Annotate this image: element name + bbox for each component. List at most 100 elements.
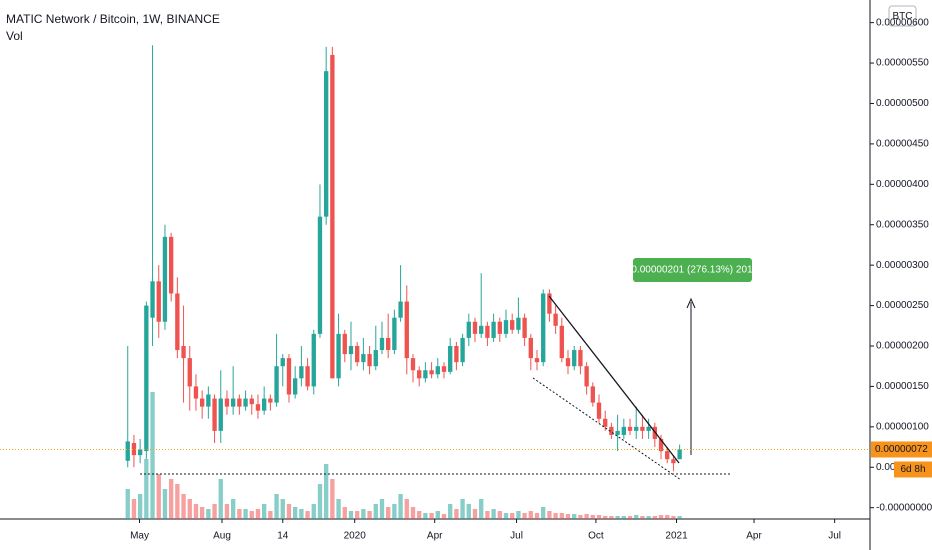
candle-body: [317, 216, 323, 334]
volume-bar: [255, 509, 261, 519]
candle-body: [590, 386, 595, 403]
countdown-box: [894, 461, 932, 478]
volume-bar: [603, 516, 608, 519]
volume-bar: [572, 514, 577, 519]
volume-bar: [528, 511, 533, 519]
volume-bar: [237, 509, 242, 519]
candle-body: [386, 337, 391, 351]
candle-layer: [125, 45, 682, 472]
volume-bar: [218, 479, 223, 519]
volume-bar: [317, 484, 323, 519]
candle-body: [379, 337, 385, 351]
volume-bar: [665, 515, 670, 519]
volume-bar: [472, 509, 478, 519]
candle-body: [646, 426, 651, 431]
candle-body: [367, 354, 372, 367]
volume-bar: [454, 509, 459, 519]
candle-body: [249, 398, 254, 405]
candle-body: [311, 333, 316, 387]
candle-body: [584, 366, 589, 387]
last-price-label: 0.00000072: [875, 444, 928, 455]
candle-body: [627, 426, 633, 431]
volume-bar: [274, 494, 279, 519]
candle-body: [559, 325, 564, 359]
volume-bar: [286, 504, 292, 519]
candle-body: [199, 398, 205, 407]
candle-body: [417, 370, 422, 379]
candle-body: [534, 358, 540, 363]
measure-arrow-head: [686, 297, 696, 309]
candle-body: [658, 438, 664, 452]
volume-bar: [534, 513, 540, 519]
volume-bar: [448, 504, 453, 519]
volume-bar: [503, 513, 509, 519]
y-tick-label: 0.00000300: [876, 260, 929, 271]
candle-body: [398, 301, 403, 318]
candle-body: [224, 398, 230, 407]
currency-label: BTC: [893, 11, 913, 22]
x-tick-label: May: [130, 531, 149, 542]
candle-body: [255, 404, 261, 411]
candle-body: [485, 325, 490, 338]
x-tick-label: Apr: [427, 531, 443, 542]
candle-body: [671, 459, 676, 464]
candle-body: [218, 398, 223, 431]
volume-bar: [361, 509, 366, 519]
trend-line: [548, 295, 680, 464]
candle-body: [429, 370, 434, 375]
candle-body: [553, 313, 558, 326]
volume-bar: [299, 509, 304, 519]
volume-bar: [417, 511, 422, 519]
volume-bar: [646, 516, 651, 519]
volume-bar: [578, 515, 583, 519]
candle-body: [336, 333, 341, 379]
volume-bar: [547, 511, 552, 519]
volume-label: Vol: [6, 29, 23, 43]
volume-bar: [330, 479, 335, 519]
candle-body: [144, 305, 149, 452]
candle-body: [621, 426, 626, 435]
volume-bar: [224, 504, 230, 519]
volume-bar: [497, 511, 502, 519]
candle-body: [299, 366, 304, 379]
candle-body: [193, 386, 199, 399]
volume-bar: [584, 514, 589, 519]
volume-bar: [311, 504, 316, 519]
candle-body: [404, 301, 409, 359]
volume-bar: [181, 494, 186, 519]
volume-bar: [280, 499, 285, 519]
volume-bar: [522, 513, 527, 519]
y-tick-label: 0.00000150: [876, 381, 929, 392]
candle-body: [330, 54, 335, 379]
last-price-box: [871, 441, 932, 458]
volume-bar: [460, 499, 465, 519]
candle-body: [274, 366, 279, 403]
candle-body: [243, 398, 248, 407]
currency-button[interactable]: [888, 5, 917, 27]
volume-bar: [609, 516, 614, 519]
y-tick-label: 0.00000350: [876, 219, 929, 230]
x-tick-label: Apr: [746, 531, 762, 542]
candle-body: [268, 398, 273, 403]
candle-body: [324, 71, 329, 217]
volume-bar: [131, 499, 137, 519]
candle-body: [522, 317, 527, 338]
candle-body: [510, 320, 515, 330]
candle-body: [392, 317, 397, 351]
candle-body: [565, 358, 571, 367]
candle-body: [528, 337, 533, 359]
candle-body: [230, 398, 236, 407]
volume-bar: [379, 499, 385, 519]
measure-label: 0.00000201 (276.13%) 201: [631, 265, 753, 276]
candle-body: [131, 443, 137, 456]
candle-body: [491, 321, 496, 338]
candle-body: [175, 293, 180, 351]
x-tick-label: Jul: [510, 531, 523, 542]
candle-body: [156, 281, 161, 322]
candle-body: [423, 370, 428, 379]
candle-body: [572, 350, 577, 367]
countdown-label: 6d 8h: [900, 464, 925, 475]
volume-bar: [491, 509, 496, 519]
volume-bar: [615, 516, 620, 519]
